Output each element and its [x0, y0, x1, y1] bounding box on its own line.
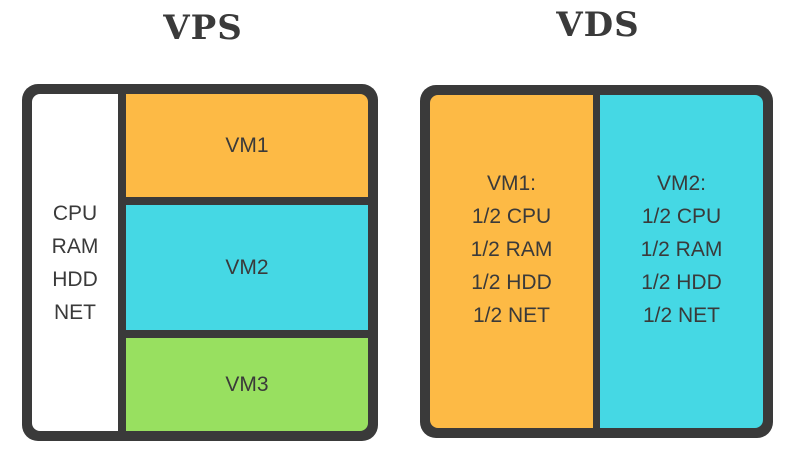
- vps-shared-resources: CPU RAM HDD NET: [32, 94, 118, 431]
- vds-vm2: VM2: 1/2 CPU 1/2 RAM 1/2 HDD 1/2 NET: [600, 95, 763, 428]
- vm-label: VM2: [225, 256, 269, 279]
- vm-cpu: 1/2 CPU: [471, 205, 552, 228]
- vds-title: VDS: [556, 5, 640, 45]
- vm-label: VM2:: [656, 172, 706, 195]
- vm-label: VM1:: [486, 172, 536, 195]
- vps-vm2: VM2: [126, 205, 368, 330]
- vm-ram: 1/2 RAM: [470, 238, 553, 261]
- vps-vm1: VM1: [126, 94, 368, 197]
- resource-net: NET: [54, 300, 96, 324]
- vm-cpu: 1/2 CPU: [641, 205, 722, 228]
- vm-label: VM3: [225, 373, 269, 396]
- vps-title: VPS: [163, 8, 243, 48]
- resource-hdd: HDD: [52, 267, 98, 291]
- vm-net: 1/2 NET: [642, 304, 721, 327]
- vm-ram: 1/2 RAM: [640, 238, 723, 261]
- vm-hdd: 1/2 HDD: [471, 271, 552, 294]
- vm-hdd: 1/2 HDD: [641, 271, 722, 294]
- resource-cpu: CPU: [52, 201, 98, 225]
- resource-ram: RAM: [51, 234, 99, 258]
- vds-diagram: VM1: 1/2 CPU 1/2 RAM 1/2 HDD 1/2 NET VM2…: [420, 85, 773, 438]
- vm-net: 1/2 NET: [472, 304, 551, 327]
- vps-vm3: VM3: [126, 338, 368, 431]
- vps-diagram: CPU RAM HDD NET VM1 VM2 VM3: [22, 84, 378, 441]
- vm-label: VM1: [225, 134, 269, 157]
- vds-vm1: VM1: 1/2 CPU 1/2 RAM 1/2 HDD 1/2 NET: [430, 95, 593, 428]
